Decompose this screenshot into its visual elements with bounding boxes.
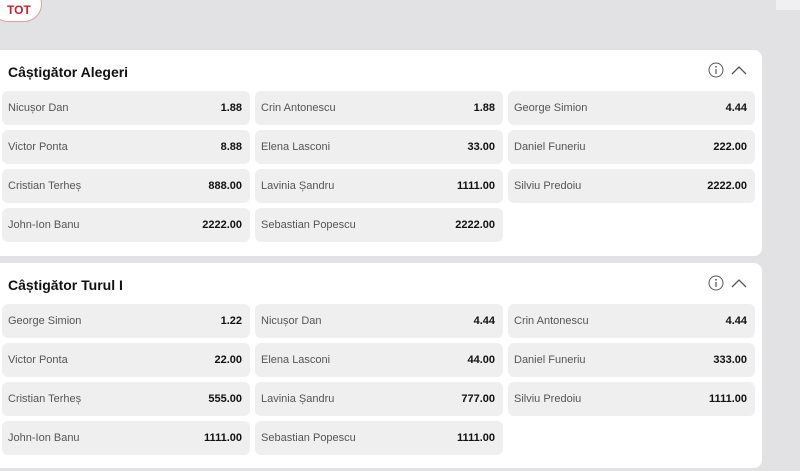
- info-icon[interactable]: [708, 62, 724, 78]
- selection-name: Crin Antonescu: [514, 315, 589, 327]
- selection-button[interactable]: Cristian Terheș 555.00: [2, 382, 250, 416]
- selection-name: John-Ion Banu: [8, 432, 80, 444]
- selection-name: Victor Ponta: [8, 141, 68, 153]
- selection-odds: 2222.00: [202, 219, 242, 231]
- selection-odds: 222.00: [713, 141, 747, 153]
- selection-odds: 777.00: [461, 393, 495, 405]
- chevron-up-icon[interactable]: [730, 64, 748, 76]
- selection-button[interactable]: Silviu Predoiu 2222.00: [508, 169, 755, 203]
- selection-name: Elena Lasconi: [261, 354, 331, 366]
- selection-button[interactable]: Lavinia Șandru 1111.00: [255, 169, 503, 203]
- selection-button[interactable]: Victor Ponta 8.88: [2, 130, 250, 164]
- selection-button[interactable]: Daniel Funeriu 333.00: [508, 343, 755, 377]
- selection-button[interactable]: Victor Ponta 22.00: [2, 343, 250, 377]
- selection-button[interactable]: John-Ion Banu 2222.00: [2, 208, 250, 242]
- selection-name: Elena Lasconi: [261, 141, 331, 153]
- selection-button[interactable]: Daniel Funeriu 222.00: [508, 130, 755, 164]
- selection-button[interactable]: George Simion 4.44: [508, 91, 755, 125]
- selection-odds: 4.44: [473, 315, 495, 327]
- market-title: Câștigător Turul I: [8, 277, 123, 293]
- selection-name: Lavinia Șandru: [261, 180, 335, 192]
- selection-button[interactable]: Cristian Terheș 888.00: [2, 169, 250, 203]
- selection-button[interactable]: Crin Antonescu 4.44: [508, 304, 755, 338]
- selection-button[interactable]: Sebastian Popescu 2222.00: [255, 208, 503, 242]
- selection-button[interactable]: Crin Antonescu 1.88: [255, 91, 503, 125]
- selection-odds: 44.00: [467, 354, 495, 366]
- selection-odds: 4.44: [725, 315, 747, 327]
- selection-button[interactable]: Nicușor Dan 4.44: [255, 304, 503, 338]
- selection-name: Silviu Predoiu: [514, 180, 582, 192]
- info-icon[interactable]: [708, 275, 724, 291]
- selection-button[interactable]: Elena Lasconi 44.00: [255, 343, 503, 377]
- selection-name: Cristian Terheș: [8, 393, 82, 405]
- market-card: Câștigător Turul I George Simion 1.22 Nicu…: [0, 263, 762, 468]
- market-card: Câștigător Alegeri Nicușor Dan 1.88 Crin A…: [0, 50, 762, 256]
- selection-odds: 1111.00: [204, 432, 242, 444]
- selection-name: George Simion: [514, 102, 588, 114]
- selection-odds: 1111.00: [457, 432, 495, 444]
- selection-odds: 1.88: [473, 102, 495, 114]
- selection-name: Victor Ponta: [8, 354, 68, 366]
- selection-name: John-Ion Banu: [8, 219, 80, 231]
- selection-name: Cristian Terheș: [8, 180, 82, 192]
- selection-odds: 1.22: [220, 315, 242, 327]
- selection-odds: 2222.00: [455, 219, 495, 231]
- filter-tot-button[interactable]: TOT: [0, 0, 42, 22]
- chevron-up-icon[interactable]: [730, 277, 748, 289]
- selection-name: Sebastian Popescu: [261, 219, 356, 231]
- selection-button[interactable]: Sebastian Popescu 1111.00: [255, 421, 503, 455]
- selection-odds: 4.44: [725, 102, 747, 114]
- selection-button[interactable]: George Simion 1.22: [2, 304, 250, 338]
- selection-button[interactable]: Nicușor Dan 1.88: [2, 91, 250, 125]
- selection-odds: 33.00: [467, 141, 495, 153]
- selection-odds: 1111.00: [457, 180, 495, 192]
- selection-button[interactable]: Silviu Predoiu 1111.00: [508, 382, 755, 416]
- selection-odds: 333.00: [713, 354, 747, 366]
- selection-name: Crin Antonescu: [261, 102, 336, 114]
- top-right-panel: [776, 0, 800, 10]
- selection-odds: 1111.00: [709, 393, 747, 405]
- selection-odds: 2222.00: [707, 180, 747, 192]
- selection-name: Sebastian Popescu: [261, 432, 356, 444]
- selection-name: Nicușor Dan: [261, 315, 322, 327]
- selection-name: George Simion: [8, 315, 82, 327]
- selection-name: Silviu Predoiu: [514, 393, 582, 405]
- selection-button[interactable]: Lavinia Șandru 777.00: [255, 382, 503, 416]
- selection-button[interactable]: Elena Lasconi 33.00: [255, 130, 503, 164]
- market-title: Câștigător Alegeri: [8, 64, 129, 80]
- selection-name: Daniel Funeriu: [514, 354, 586, 366]
- selection-odds: 1.88: [220, 102, 242, 114]
- selection-odds: 8.88: [220, 141, 242, 153]
- selection-name: Daniel Funeriu: [514, 141, 586, 153]
- selection-name: Lavinia Șandru: [261, 393, 335, 405]
- selection-odds: 22.00: [214, 354, 242, 366]
- selection-name: Nicușor Dan: [8, 102, 69, 114]
- selection-odds: 888.00: [208, 180, 242, 192]
- selection-odds: 555.00: [208, 393, 242, 405]
- selection-button[interactable]: John-Ion Banu 1111.00: [2, 421, 250, 455]
